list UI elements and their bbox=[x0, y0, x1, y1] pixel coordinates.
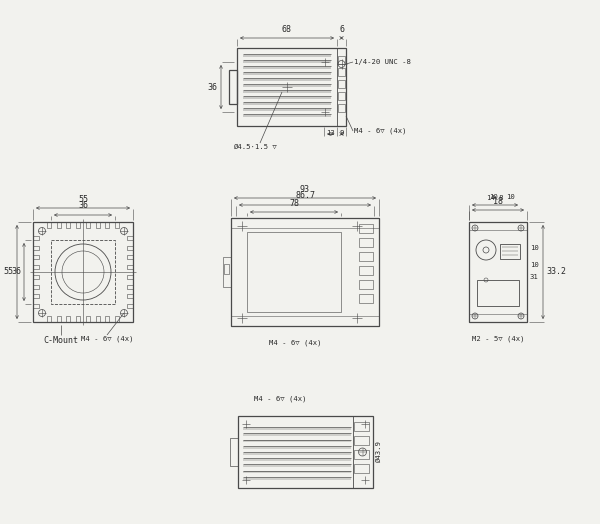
Bar bbox=[115, 316, 119, 322]
Bar bbox=[238, 416, 373, 488]
Bar bbox=[33, 265, 39, 269]
Bar bbox=[359, 294, 373, 303]
Text: 36: 36 bbox=[11, 267, 21, 277]
Bar bbox=[338, 92, 345, 100]
Bar bbox=[95, 316, 100, 322]
Bar bbox=[106, 222, 109, 228]
Bar bbox=[247, 232, 341, 312]
Text: 93: 93 bbox=[300, 184, 310, 193]
Text: M4 - 6▽ (4x): M4 - 6▽ (4x) bbox=[254, 396, 306, 402]
Bar bbox=[223, 257, 231, 287]
Bar bbox=[353, 464, 368, 473]
Bar bbox=[76, 316, 80, 322]
Text: Ø4.5·1.5 ▽: Ø4.5·1.5 ▽ bbox=[233, 144, 277, 150]
Bar bbox=[353, 422, 368, 431]
Text: 68: 68 bbox=[282, 25, 292, 34]
Bar bbox=[86, 222, 90, 228]
Bar bbox=[33, 304, 39, 308]
Text: 55: 55 bbox=[78, 194, 88, 203]
Bar bbox=[338, 80, 345, 88]
Text: 10: 10 bbox=[530, 245, 539, 251]
Text: 36: 36 bbox=[78, 202, 88, 211]
Text: 78: 78 bbox=[289, 199, 299, 208]
Text: 10: 10 bbox=[506, 194, 514, 200]
Bar bbox=[33, 285, 39, 289]
Text: 55: 55 bbox=[3, 267, 13, 277]
Text: 10: 10 bbox=[530, 262, 539, 268]
Bar bbox=[33, 294, 39, 299]
Text: 9: 9 bbox=[340, 130, 344, 136]
Bar bbox=[33, 246, 39, 249]
Bar bbox=[359, 224, 373, 233]
Text: C-Mount: C-Mount bbox=[44, 336, 79, 345]
Bar bbox=[469, 222, 527, 322]
Bar bbox=[338, 68, 345, 76]
Text: 86.7: 86.7 bbox=[295, 191, 315, 201]
Bar bbox=[224, 264, 229, 274]
Bar bbox=[115, 222, 119, 228]
Bar bbox=[127, 236, 133, 240]
Text: M4 - 6▽ (4x): M4 - 6▽ (4x) bbox=[354, 128, 407, 134]
Text: 6: 6 bbox=[339, 25, 344, 34]
Bar bbox=[359, 280, 373, 289]
Bar bbox=[33, 236, 39, 240]
Text: 14.8: 14.8 bbox=[486, 194, 504, 201]
Bar bbox=[67, 316, 70, 322]
Text: Ø43.9: Ø43.9 bbox=[376, 441, 382, 463]
Bar bbox=[237, 48, 346, 126]
Text: M2 - 5▽ (4x): M2 - 5▽ (4x) bbox=[472, 336, 524, 343]
Bar bbox=[127, 304, 133, 308]
Bar bbox=[469, 222, 527, 230]
Text: 33.2: 33.2 bbox=[546, 267, 566, 277]
Bar bbox=[106, 316, 109, 322]
Text: M4 - 6▽ (4x): M4 - 6▽ (4x) bbox=[81, 336, 133, 343]
Bar bbox=[127, 255, 133, 259]
Bar bbox=[127, 285, 133, 289]
Bar bbox=[359, 252, 373, 261]
Bar bbox=[477, 280, 519, 306]
Bar bbox=[469, 314, 527, 322]
Bar bbox=[67, 222, 70, 228]
Bar bbox=[33, 275, 39, 279]
Bar bbox=[47, 316, 51, 322]
Bar bbox=[338, 104, 345, 112]
Bar bbox=[127, 294, 133, 299]
Text: M4 - 6▽ (4x): M4 - 6▽ (4x) bbox=[269, 340, 321, 346]
Text: 36: 36 bbox=[207, 82, 217, 92]
Bar bbox=[127, 265, 133, 269]
Bar bbox=[359, 266, 373, 275]
Bar bbox=[33, 255, 39, 259]
Bar bbox=[338, 56, 345, 64]
Bar bbox=[33, 222, 133, 322]
Text: 10: 10 bbox=[488, 194, 497, 200]
Bar bbox=[56, 316, 61, 322]
Text: 18: 18 bbox=[493, 196, 503, 205]
Bar bbox=[76, 222, 80, 228]
Bar bbox=[500, 244, 520, 259]
Bar bbox=[51, 240, 115, 304]
Text: 1/4-20 UNC -8: 1/4-20 UNC -8 bbox=[354, 59, 411, 65]
Text: 13: 13 bbox=[326, 130, 335, 136]
Bar bbox=[353, 436, 368, 445]
Bar bbox=[47, 222, 51, 228]
Bar bbox=[86, 316, 90, 322]
Bar bbox=[127, 246, 133, 249]
Bar bbox=[353, 450, 368, 459]
Bar bbox=[359, 238, 373, 247]
Bar bbox=[127, 275, 133, 279]
Bar bbox=[231, 218, 379, 326]
Bar bbox=[95, 222, 100, 228]
Bar bbox=[231, 218, 379, 228]
Bar bbox=[229, 70, 237, 104]
Text: 31: 31 bbox=[530, 274, 539, 280]
Bar bbox=[231, 316, 379, 326]
Bar bbox=[56, 222, 61, 228]
Bar bbox=[229, 438, 238, 466]
